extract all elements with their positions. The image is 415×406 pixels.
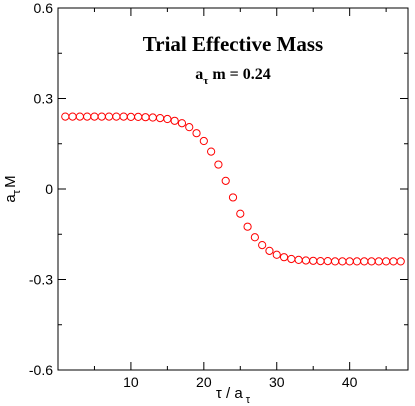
data-point xyxy=(389,257,398,266)
x-tick-label: 30 xyxy=(269,374,285,390)
data-point xyxy=(374,257,383,266)
data-markers xyxy=(61,112,405,266)
data-point xyxy=(258,241,267,250)
axis-ticks: 10 20 30 40 -0.6 -0.3 0 0.3 0.6 xyxy=(29,0,408,390)
data-point xyxy=(112,112,121,121)
y-tick-label: 0.6 xyxy=(34,0,54,16)
y-tick-label: -0.3 xyxy=(29,272,53,288)
chart-subtitle: aτ m = 0.24 xyxy=(195,66,271,87)
data-point xyxy=(323,256,332,266)
data-point xyxy=(155,114,165,123)
data-point xyxy=(68,112,77,121)
data-point xyxy=(83,112,92,121)
plot-frame xyxy=(57,7,409,371)
data-point xyxy=(243,222,252,231)
data-point xyxy=(316,256,325,266)
data-point xyxy=(250,233,259,242)
data-point xyxy=(236,209,245,218)
data-point xyxy=(352,257,362,266)
data-point xyxy=(396,257,405,266)
data-point xyxy=(228,193,238,202)
data-point xyxy=(97,112,106,121)
data-point xyxy=(177,119,187,128)
data-point xyxy=(141,113,150,122)
x-tick-label: 40 xyxy=(342,374,358,390)
data-point xyxy=(301,256,311,265)
data-point xyxy=(294,255,303,264)
data-point xyxy=(338,257,347,266)
data-point xyxy=(367,257,376,266)
y-tick-label: -0.6 xyxy=(29,362,53,378)
data-point xyxy=(148,113,157,122)
data-point xyxy=(221,176,230,185)
x-tick-label: 10 xyxy=(123,374,139,390)
data-point xyxy=(360,257,369,266)
data-point xyxy=(207,147,216,156)
y-axis-label: aτM xyxy=(2,175,23,202)
data-point xyxy=(272,250,281,259)
data-point xyxy=(185,123,194,132)
x-tick-label: 20 xyxy=(196,374,212,390)
data-point xyxy=(163,114,172,124)
data-point xyxy=(75,112,84,121)
data-point xyxy=(134,112,143,122)
data-point xyxy=(126,112,136,122)
data-point xyxy=(192,129,201,138)
data-point xyxy=(279,253,289,262)
data-point xyxy=(382,257,391,266)
data-point xyxy=(330,257,340,266)
data-point xyxy=(104,112,114,121)
y-tick-label: 0 xyxy=(45,181,53,197)
data-point xyxy=(214,160,223,169)
data-point xyxy=(345,257,354,266)
data-point xyxy=(309,256,318,265)
data-point xyxy=(199,136,208,146)
data-point xyxy=(90,112,99,121)
data-point xyxy=(265,246,274,255)
data-point xyxy=(119,112,128,121)
data-point xyxy=(61,112,70,121)
chart-title: Trial Effective Mass xyxy=(143,32,323,56)
y-tick-label: 0.3 xyxy=(34,91,54,107)
data-point xyxy=(170,116,179,125)
data-point xyxy=(287,254,296,264)
